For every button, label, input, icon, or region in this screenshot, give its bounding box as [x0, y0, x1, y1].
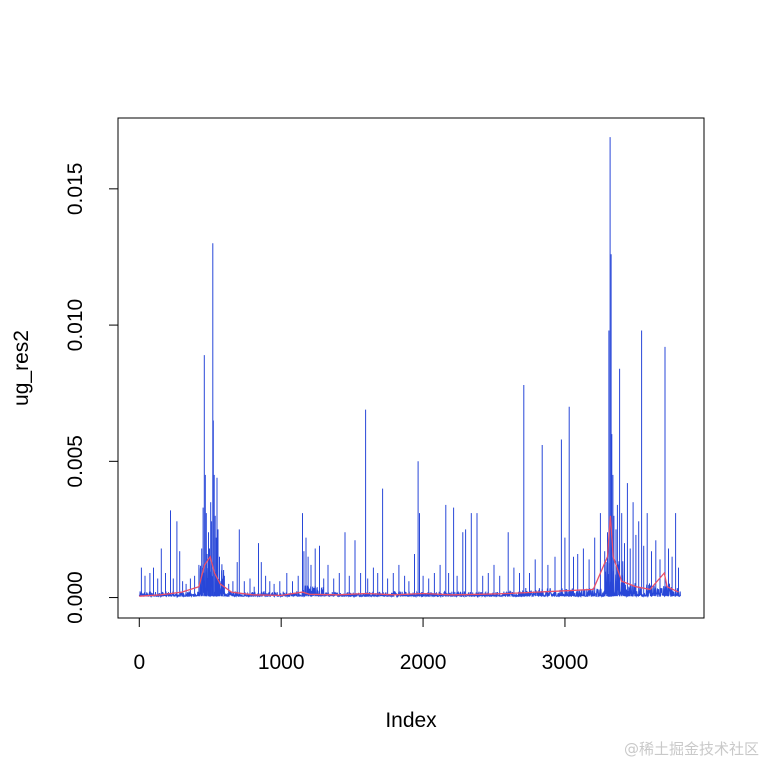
y-axis: 0.000 0.005 0.010 0.015 [64, 163, 119, 624]
x-tick-label: 0 [133, 651, 145, 674]
y-tick-label: 0.005 [64, 435, 87, 488]
series-layer [138, 137, 681, 599]
watermark: @稀土掘金技术社区 [623, 740, 759, 758]
x-axis-title: Index [385, 709, 437, 732]
y-tick-label: 0.015 [64, 163, 87, 216]
series-smoothed-line [139, 515, 679, 597]
x-tick-label: 3000 [542, 651, 589, 674]
x-axis: 0 1000 2000 3000 [133, 617, 589, 674]
series-noise-line [138, 561, 681, 599]
y-tick-label: 0.000 [64, 571, 87, 624]
x-tick-label: 2000 [400, 651, 447, 674]
y-axis-title: ug_res2 [10, 330, 33, 406]
y-tick-label: 0.010 [64, 299, 87, 352]
x-tick-label: 1000 [258, 651, 305, 674]
